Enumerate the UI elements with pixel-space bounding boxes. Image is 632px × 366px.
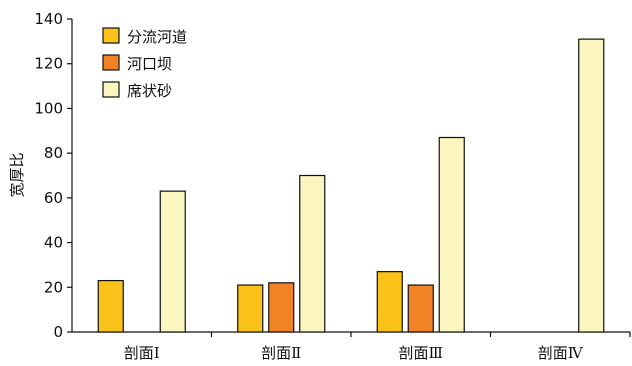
legend-swatch: [102, 27, 120, 44]
bar: [268, 282, 295, 333]
x-tick-label: 剖面Ⅲ: [399, 344, 443, 362]
y-tick-label: 0: [53, 323, 63, 341]
bar: [578, 38, 605, 333]
bar: [159, 190, 186, 333]
y-tick-label: 40: [44, 234, 63, 252]
x-tick-label: 剖面Ⅱ: [261, 344, 301, 362]
y-axis: 0 20 40 60 80 100 120 140: [34, 10, 73, 341]
bar: [407, 284, 434, 333]
x-axis: 剖面Ⅰ 剖面Ⅱ 剖面Ⅲ 剖面Ⅳ: [72, 331, 631, 362]
y-tick-label: 80: [44, 144, 63, 162]
y-tick-label: 140: [34, 10, 63, 28]
legend-label: 席状砂: [127, 82, 172, 100]
legend-label: 河口坝: [127, 55, 172, 73]
bar: [97, 279, 124, 333]
y-tick-label: 100: [34, 99, 63, 117]
bars: [97, 38, 605, 333]
legend-swatch: [102, 54, 120, 71]
y-tick-label: 120: [34, 55, 63, 73]
bar: [376, 271, 403, 333]
bar: [438, 136, 465, 333]
bar: [237, 284, 264, 333]
x-tick-label: 剖面Ⅰ: [124, 344, 160, 362]
legend-label: 分流河道: [127, 28, 187, 46]
y-tick-label: 20: [44, 278, 63, 296]
x-tick-label: 剖面Ⅳ: [538, 344, 584, 362]
bar: [299, 174, 326, 333]
y-tick-label: 60: [44, 189, 63, 207]
legend-swatch: [102, 81, 120, 98]
y-axis-label: 宽厚比: [8, 152, 26, 197]
